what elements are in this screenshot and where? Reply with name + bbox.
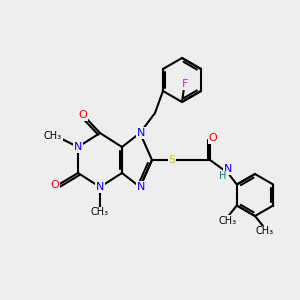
Text: N: N xyxy=(224,164,232,174)
Text: N: N xyxy=(137,128,145,138)
Text: CH₃: CH₃ xyxy=(44,131,62,141)
Text: O: O xyxy=(51,180,59,190)
Text: F: F xyxy=(182,79,188,89)
Text: CH₃: CH₃ xyxy=(91,207,109,217)
Text: H: H xyxy=(219,171,227,181)
Text: S: S xyxy=(168,155,175,165)
Text: N: N xyxy=(96,182,104,192)
Text: CH₃: CH₃ xyxy=(219,215,237,226)
Text: CH₃: CH₃ xyxy=(256,226,274,236)
Text: O: O xyxy=(208,133,217,143)
Text: O: O xyxy=(79,110,87,120)
Text: N: N xyxy=(74,142,82,152)
Text: N: N xyxy=(137,182,145,192)
